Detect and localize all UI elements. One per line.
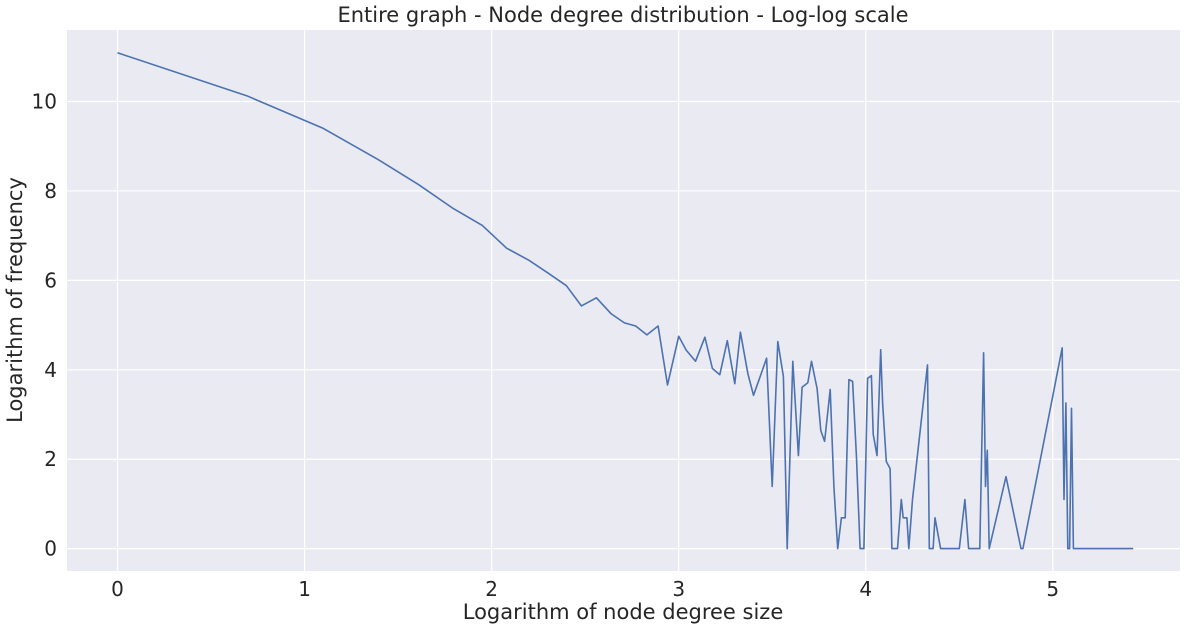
y-tick-label: 2 (44, 447, 57, 471)
plot-background (67, 30, 1180, 571)
chart-title: Entire graph - Node degree distribution … (337, 3, 908, 27)
data-series (117, 52, 1134, 550)
x-tick-label: 1 (298, 577, 311, 601)
x-tick-label: 2 (485, 577, 498, 601)
y-tick-label: 10 (32, 90, 57, 114)
y-tick-label: 4 (44, 358, 57, 382)
y-tick-label: 0 (44, 537, 57, 561)
y-tick-label: 8 (44, 179, 57, 203)
x-axis-label: Logarithm of node degree size (463, 600, 784, 624)
x-tick-labels: 0 1 2 3 4 5 (111, 577, 1059, 601)
gridlines (67, 30, 1180, 571)
x-tick-label: 0 (111, 577, 124, 601)
y-tick-labels: 0 2 4 6 8 10 (32, 90, 57, 561)
x-tick-label: 4 (859, 577, 872, 601)
x-tick-label: 5 (1046, 577, 1059, 601)
x-tick-label: 3 (672, 577, 685, 601)
y-axis-label: Logarithm of frequency (3, 177, 27, 423)
y-tick-label: 6 (44, 268, 57, 292)
series-line (117, 52, 1134, 550)
